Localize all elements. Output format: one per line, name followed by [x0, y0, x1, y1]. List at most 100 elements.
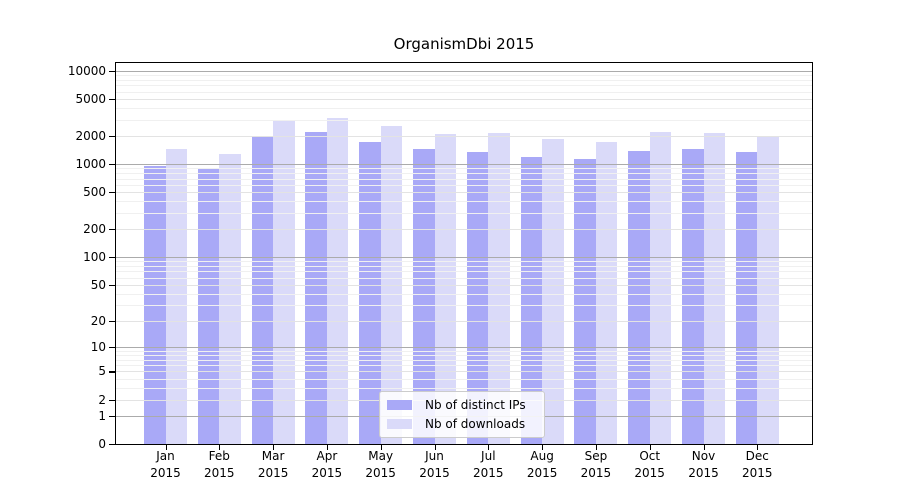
bar-feb-downloads [219, 153, 241, 444]
gridline-50 [116, 284, 812, 286]
x-tick-label-oct: Oct 2015 [634, 449, 665, 480]
legend-item-downloads: Nb of downloads [387, 417, 536, 431]
bar-apr-downloads [326, 118, 349, 444]
y-tick-label-10000: 10000 [67, 64, 106, 78]
gridline-20 [116, 320, 812, 322]
x-tick-mark-jun [434, 445, 436, 450]
x-tick-label-dec: Dec 2015 [742, 449, 773, 480]
bar-jun-downloads [434, 134, 456, 444]
gridline-5000 [116, 99, 812, 101]
bar-dec-distinct-ips [735, 152, 758, 444]
bar-aug-downloads [542, 139, 564, 444]
gridline-10 [116, 346, 812, 348]
y-tick-label-50: 50 [90, 277, 106, 292]
bar-dec-downloads [757, 136, 779, 444]
x-tick-label-jun: Jun 2015 [419, 449, 450, 480]
gridline-9000 [116, 75, 812, 77]
x-tick-mark-apr [326, 445, 329, 450]
y-tick-mark-100 [109, 257, 115, 259]
x-tick-label-aug: Aug 2015 [526, 449, 558, 480]
y-tick-mark-10 [109, 346, 115, 349]
legend-label-downloads: Nb of downloads [425, 417, 526, 431]
x-tick-mark-may [380, 445, 382, 450]
gridline-400 [116, 201, 812, 203]
x-tick-label-apr: Apr 2015 [311, 449, 343, 480]
y-tick-mark-2000 [109, 136, 115, 138]
legend: Nb of distinct IPs Nb of downloads [379, 391, 545, 438]
y-tick-mark-500 [109, 192, 115, 194]
plot-area [115, 62, 813, 445]
gridline-4000 [116, 108, 812, 110]
y-tick-label-500: 500 [83, 185, 106, 200]
gridline-800 [116, 173, 812, 175]
x-tick-label-mar: Mar 2015 [257, 449, 289, 480]
gridline-6 [116, 365, 812, 367]
chart-title: OrganismDbi 2015 [393, 35, 535, 53]
x-tick-mark-mar [273, 445, 275, 450]
y-tick-label-5000: 5000 [75, 92, 106, 107]
gridline-300 [116, 212, 812, 214]
y-tick-mark-20 [109, 320, 115, 322]
gridline-8 [116, 355, 812, 357]
bar-sep-downloads [595, 141, 618, 444]
bar-mar-distinct-ips [251, 136, 274, 444]
y-tick-label-5: 5 [98, 364, 106, 379]
bar-jun-distinct-ips [413, 149, 435, 444]
x-tick-mark-sep [595, 445, 598, 450]
y-tick-mark-0 [109, 444, 115, 446]
gridline-4 [116, 378, 812, 380]
gridline-7000 [116, 85, 812, 87]
gridline-2000 [116, 136, 812, 138]
gridline-8000 [116, 80, 812, 82]
y-tick-label-2000: 2000 [75, 129, 106, 144]
legend-label-distinct-ips: Nb of distinct IPs [425, 398, 526, 412]
gridline-7 [116, 359, 812, 361]
y-tick-label-0: 0 [98, 437, 106, 451]
bar-feb-distinct-ips [197, 168, 220, 444]
y-tick-mark-50 [109, 284, 115, 286]
x-tick-label-sep: Sep 2015 [580, 449, 612, 480]
gridline-1000 [116, 164, 812, 166]
gridline-40 [116, 293, 812, 295]
gridline-200 [116, 229, 812, 231]
bar-jul-downloads [488, 133, 510, 444]
y-tick-label-200: 200 [83, 222, 106, 237]
bar-may-distinct-ips [359, 141, 381, 444]
x-tick-mark-dec [757, 445, 759, 450]
x-tick-label-jan: Jan 2015 [150, 449, 181, 480]
legend-swatch-distinct-ips [387, 400, 412, 410]
x-tick-mark-nov [703, 445, 705, 450]
legend-item-distinct-ips: Nb of distinct IPs [387, 398, 536, 412]
gridline-600 [116, 184, 812, 186]
x-tick-mark-aug [542, 445, 544, 450]
legend-swatch-downloads [387, 419, 412, 429]
gridline-6000 [116, 91, 812, 93]
gridline-30 [116, 304, 812, 306]
gridline-70 [116, 271, 812, 273]
x-tick-label-feb: Feb 2015 [204, 449, 235, 480]
gridline-90 [116, 261, 812, 263]
gridline-60 [116, 277, 812, 279]
x-tick-mark-feb [219, 445, 221, 450]
gridline-500 [116, 192, 812, 194]
x-tick-mark-jul [488, 445, 490, 450]
gridline-900 [116, 168, 812, 170]
y-tick-label-20: 20 [90, 313, 106, 328]
gridline-9 [116, 350, 812, 352]
x-tick-label-may: May 2015 [365, 449, 396, 480]
x-tick-label-nov: Nov 2015 [688, 449, 719, 480]
gridline-10000 [116, 71, 812, 72]
y-tick-label-100: 100 [83, 250, 106, 265]
x-tick-mark-jan [165, 445, 167, 450]
bar-nov-downloads [703, 133, 725, 444]
gridline-700 [116, 178, 812, 180]
gridline-100 [116, 257, 812, 259]
y-tick-mark-2 [109, 399, 115, 401]
y-tick-mark-5000 [109, 99, 115, 101]
gridline-80 [116, 266, 812, 268]
y-tick-label-2: 2 [98, 392, 106, 407]
gridline-3000 [116, 119, 812, 121]
bar-jul-distinct-ips [466, 152, 489, 444]
x-tick-label-jul: Jul 2015 [473, 449, 504, 480]
